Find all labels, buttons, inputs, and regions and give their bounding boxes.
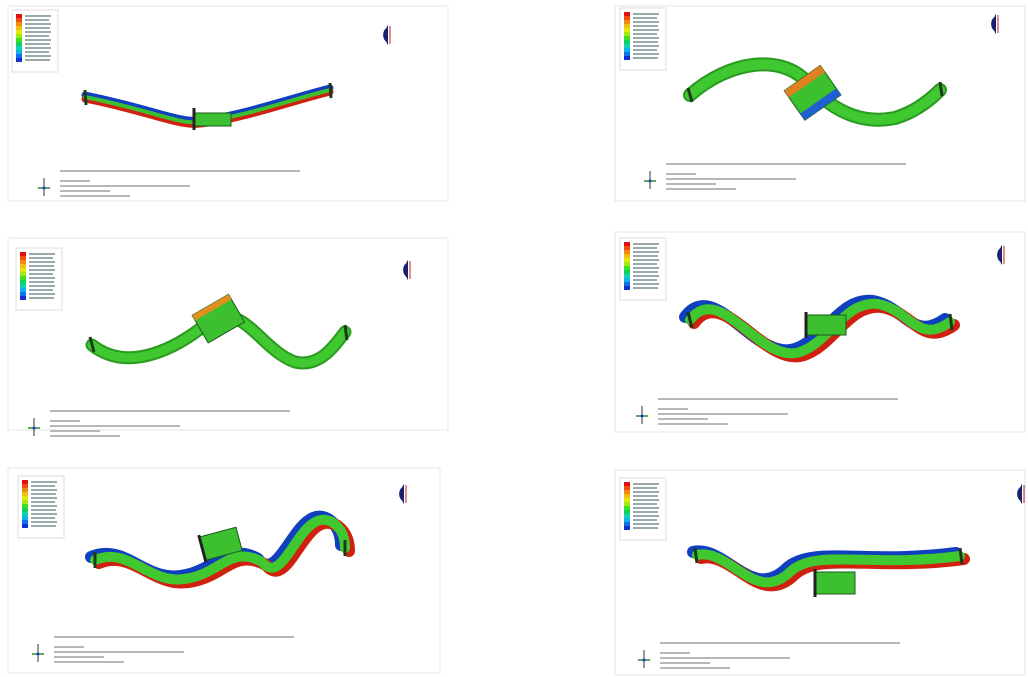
contour-legend [620,478,666,540]
view-triad [991,14,998,34]
view-triad [403,260,410,280]
status-caption [28,410,290,437]
view-triad [383,25,390,45]
view-triad [399,484,406,504]
screenshot-composite [0,0,1028,677]
sleeve-block [815,569,855,597]
status-caption [32,636,294,663]
contour-legend [18,476,64,538]
sleeve-block [806,312,846,338]
status-caption [638,642,900,669]
contour-legend [620,238,666,300]
view-triad [1017,484,1024,504]
contour-legend [12,10,58,72]
status-caption [38,170,300,197]
status-caption [636,398,898,425]
page [0,0,1028,677]
view-triad [997,245,1004,265]
status-caption [644,163,906,190]
contour-legend [620,8,666,70]
contour-legend [16,248,62,310]
